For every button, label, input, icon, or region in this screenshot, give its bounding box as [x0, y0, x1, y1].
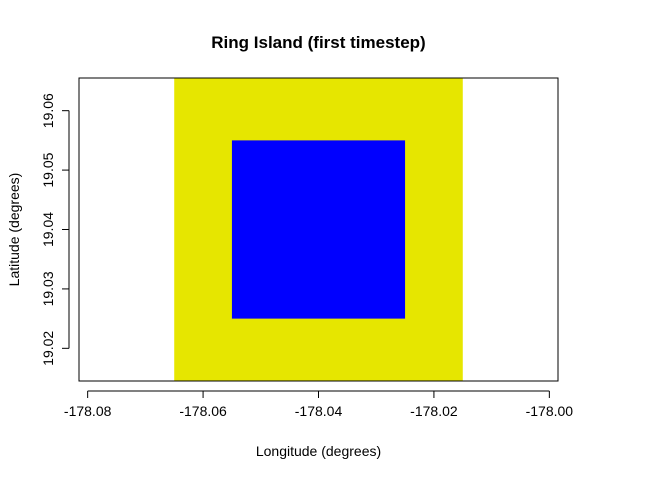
- y-tick-label: 19.04: [40, 212, 56, 247]
- chart-title: Ring Island (first timestep): [211, 33, 425, 52]
- y-axis: 19.02 19.03 19.04 19.05 19.06: [40, 93, 70, 366]
- x-axis: -178.08 -178.06 -178.04 -178.02 -178.00: [64, 390, 574, 419]
- x-tick-label: -178.06: [179, 403, 227, 419]
- y-tick-label: 19.02: [40, 331, 56, 366]
- y-axis-label: Latitude (degrees): [6, 173, 22, 287]
- x-tick-label: -178.02: [410, 403, 458, 419]
- x-tick-label: -178.00: [526, 403, 574, 419]
- x-axis-label: Longitude (degrees): [256, 443, 381, 459]
- y-tick-label: 19.05: [40, 152, 56, 187]
- x-tick-label: -178.08: [64, 403, 112, 419]
- y-tick-label: 19.03: [40, 271, 56, 306]
- regions: [174, 78, 463, 381]
- x-tick-label: -178.04: [295, 403, 343, 419]
- y-tick-label: 19.06: [40, 93, 56, 128]
- plot-frame: [78, 77, 559, 382]
- region-1: [231, 140, 406, 319]
